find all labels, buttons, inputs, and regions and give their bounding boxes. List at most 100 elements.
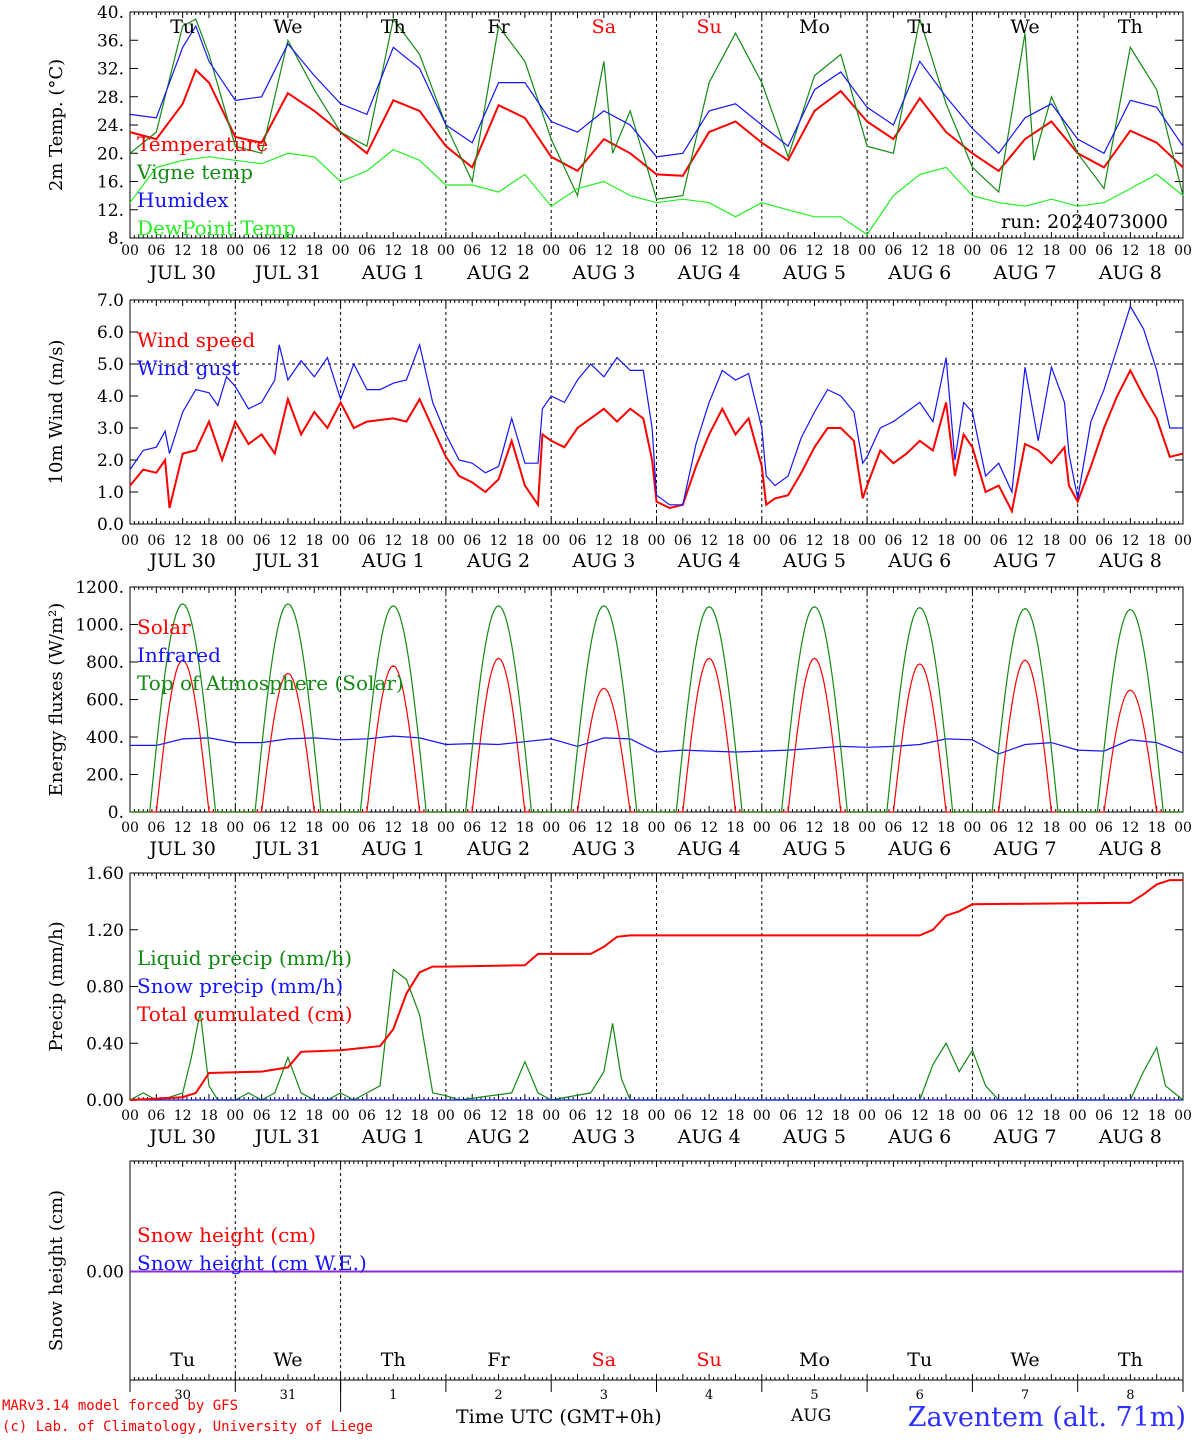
- hour-tick-label: 12: [700, 533, 718, 549]
- hour-tick-label: 18: [305, 1108, 323, 1124]
- weekday-label-bottom: Fr: [487, 1349, 510, 1371]
- y-tick-label: 800.: [86, 653, 124, 673]
- day-label: AUG 2: [466, 550, 530, 572]
- hour-tick-label: 12: [700, 1108, 718, 1124]
- hour-tick-label: 06: [569, 533, 587, 549]
- bottom-day-number: 31: [280, 1388, 297, 1403]
- hour-tick-label: 00: [121, 533, 139, 549]
- bottom-day-number: 5: [810, 1388, 818, 1403]
- hour-tick-label: 06: [147, 820, 165, 836]
- hour-tick-label: 18: [727, 1108, 745, 1124]
- day-label: AUG 1: [361, 838, 425, 860]
- hour-tick-label: 06: [253, 1108, 271, 1124]
- y-axis-title: Snow height (cm): [46, 1190, 67, 1351]
- hour-tick-label: 06: [990, 533, 1008, 549]
- hour-tick-label: 00: [437, 243, 455, 259]
- hour-tick-label: 18: [305, 243, 323, 259]
- day-label: AUG 3: [571, 550, 635, 572]
- hour-tick-label: 06: [885, 533, 903, 549]
- hour-tick-label: 12: [174, 820, 192, 836]
- legend-entry: Infrared: [137, 643, 221, 667]
- hour-tick-label: 00: [858, 820, 876, 836]
- hour-tick-label: 18: [200, 533, 218, 549]
- day-label: AUG 4: [677, 262, 741, 284]
- series-line-top-of-atmosphere-solar-: [130, 603, 1183, 813]
- day-label: AUG 5: [782, 262, 846, 284]
- hour-tick-label: 06: [253, 533, 271, 549]
- hour-tick-label: 18: [200, 243, 218, 259]
- hour-tick-label: 06: [674, 820, 692, 836]
- hour-tick-label: 12: [806, 243, 824, 259]
- hour-tick-label: 00: [437, 1108, 455, 1124]
- hour-tick-label: 18: [200, 820, 218, 836]
- y-tick-label: 1200.: [75, 578, 124, 598]
- series-line-liquid-precip-mm-h-: [129, 968, 1184, 1101]
- hour-tick-label: 18: [411, 820, 429, 836]
- y-tick-label: 0.00: [86, 1263, 124, 1283]
- day-label: AUG 1: [361, 550, 425, 572]
- hour-tick-label: 06: [1095, 533, 1113, 549]
- hour-tick-label: 00: [332, 1108, 350, 1124]
- hour-tick-label: 00: [1069, 820, 1087, 836]
- hour-tick-label: 00: [437, 533, 455, 549]
- legend-entry: Total cumulated (cm): [137, 1002, 353, 1026]
- hour-tick-label: 18: [621, 820, 639, 836]
- day-label: AUG 6: [887, 262, 951, 284]
- y-tick-label: 28.: [97, 88, 124, 108]
- weekday-label-bottom: Th: [1118, 1349, 1143, 1371]
- hour-tick-label: 00: [226, 243, 244, 259]
- weekday-label-bottom: Su: [697, 1349, 722, 1371]
- hour-tick-label: 00: [963, 820, 981, 836]
- hour-tick-label: 18: [1148, 820, 1166, 836]
- hour-tick-label: 12: [806, 820, 824, 836]
- hour-tick-label: 12: [490, 820, 508, 836]
- weekday-label-top: Tu: [170, 16, 195, 38]
- legend-entry: DewPoint Temp: [137, 216, 296, 240]
- hour-tick-label: 06: [779, 243, 797, 259]
- hour-tick-label: 06: [1095, 820, 1113, 836]
- y-tick-label: 200.: [86, 766, 124, 786]
- y-tick-label: 1.20: [86, 921, 124, 941]
- hour-tick-label: 12: [384, 243, 402, 259]
- month-label: AUG: [791, 1406, 832, 1426]
- bottom-day-number: 6: [916, 1388, 924, 1403]
- y-tick-label: 1000.: [75, 616, 124, 636]
- hour-tick-label: 06: [463, 533, 481, 549]
- day-label: AUG 4: [677, 550, 741, 572]
- hour-tick-label: 12: [700, 820, 718, 836]
- bottom-day-number: 8: [1126, 1388, 1134, 1403]
- hour-tick-label: 12: [1121, 1108, 1139, 1124]
- legend-entry: Solar: [137, 615, 191, 639]
- hour-tick-label: 12: [1016, 1108, 1034, 1124]
- hour-tick-label: 06: [569, 243, 587, 259]
- weekday-label-top: Th: [1118, 16, 1143, 38]
- hour-tick-label: 12: [279, 820, 297, 836]
- y-axis-title: 2m Temp. (°C): [46, 59, 67, 191]
- series-line-wind-speed: [129, 368, 1184, 515]
- hour-tick-label: 12: [279, 243, 297, 259]
- hour-tick-label: 18: [1148, 533, 1166, 549]
- day-label: AUG 5: [782, 550, 846, 572]
- hour-tick-label: 18: [832, 1108, 850, 1124]
- y-tick-label: 400.: [86, 728, 124, 748]
- y-tick-label: 16.: [97, 173, 124, 193]
- day-label: JUL 30: [147, 838, 215, 860]
- hour-tick-label: 06: [569, 1108, 587, 1124]
- day-label: AUG 6: [887, 1126, 951, 1148]
- day-label: AUG 1: [361, 1126, 425, 1148]
- hour-tick-label: 06: [147, 1108, 165, 1124]
- hour-tick-label: 12: [384, 533, 402, 549]
- day-label: JUL 31: [253, 550, 321, 572]
- hour-tick-label: 12: [384, 820, 402, 836]
- hour-tick-label: 12: [174, 1108, 192, 1124]
- hour-tick-label: 00: [121, 820, 139, 836]
- y-tick-label: 0.40: [86, 1034, 124, 1054]
- hour-tick-label: 00: [858, 243, 876, 259]
- hour-tick-label: 00: [121, 1108, 139, 1124]
- hour-tick-label: 00: [1174, 533, 1192, 549]
- hour-tick-label: 00: [542, 1108, 560, 1124]
- hour-tick-label: 00: [648, 820, 666, 836]
- hour-tick-label: 06: [1095, 1108, 1113, 1124]
- hour-tick-label: 00: [542, 243, 560, 259]
- hour-tick-label: 06: [674, 243, 692, 259]
